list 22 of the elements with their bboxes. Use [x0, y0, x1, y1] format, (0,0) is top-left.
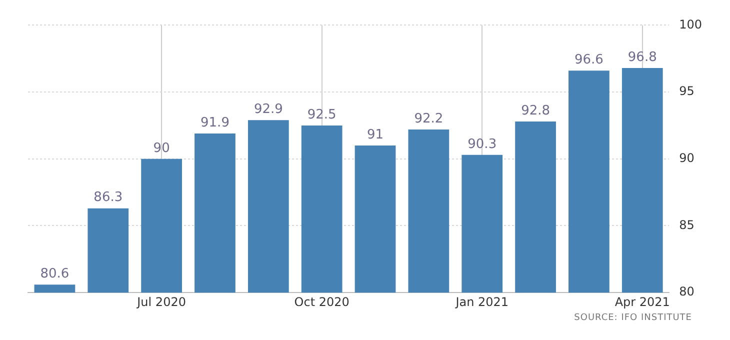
y-tick-label: 90	[679, 151, 694, 166]
data-label: 91.9	[200, 115, 230, 130]
y-tick-label: 80	[679, 284, 694, 299]
data-label: 90.3	[468, 136, 497, 152]
data-label: 92.9	[254, 102, 283, 117]
y-tick-label: 95	[679, 84, 694, 98]
x-tick-label: Apr 2021	[614, 294, 670, 309]
data-label: 92.8	[521, 103, 550, 118]
data-label: 92.5	[307, 107, 336, 122]
data-label: 80.6	[40, 266, 70, 282]
x-tick-label: Oct 2020	[294, 294, 350, 309]
y-tick-label: 100	[679, 17, 702, 32]
data-label: 90	[153, 140, 170, 156]
data-label: 86.3	[94, 190, 123, 206]
data-label: 96.8	[628, 50, 657, 65]
data-label: 91	[366, 127, 384, 142]
x-tick-label: Jan 2021	[454, 294, 509, 309]
x-tick-label: Jul 2020	[136, 294, 186, 309]
data-label: 96.6	[574, 52, 604, 68]
data-label: 92.2	[414, 111, 444, 126]
y-tick-label: 85	[679, 218, 694, 232]
source-note: SOURCE: IFO INSTITUTE	[573, 313, 693, 323]
